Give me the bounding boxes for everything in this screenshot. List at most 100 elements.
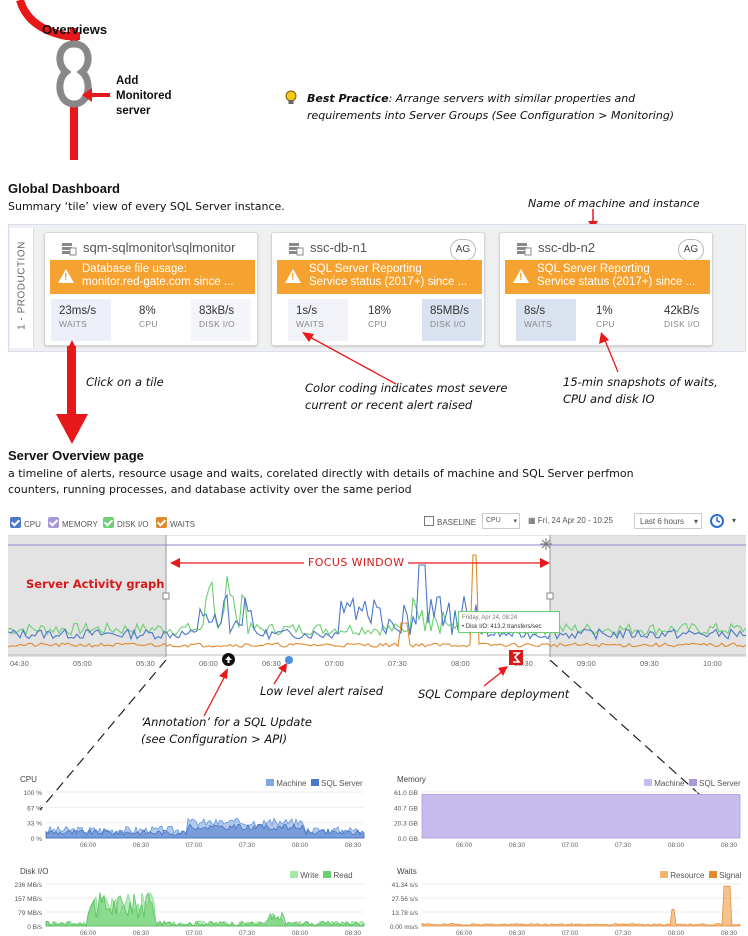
dropdown-icon[interactable]: ▾ xyxy=(732,516,737,525)
y-tick-label: 0 B/s xyxy=(27,924,43,931)
annotation-color-1: Color coding indicates most severe xyxy=(305,381,508,395)
legend-swatch xyxy=(688,779,697,786)
metric-label: CPU xyxy=(596,319,615,329)
series-area xyxy=(421,793,741,839)
best-practice-text-2: requirements into Server Groups (See Con… xyxy=(307,109,675,122)
annotation-note: ‘Annotation’ for a SQL Update (see Confi… xyxy=(141,714,312,748)
x-tick-label: 07:30 xyxy=(615,930,632,936)
global-dashboard-subtitle: Summary ‘tile’ view of every SQL Server … xyxy=(8,200,285,213)
legend-swatch xyxy=(708,871,717,878)
sql-compare-marker[interactable] xyxy=(509,650,523,665)
annotation-name: Name of machine and instance xyxy=(528,197,700,210)
metric-waits: 1s/s WAITS xyxy=(288,299,348,341)
toggle-cpu[interactable]: CPU xyxy=(10,517,41,529)
x-tick-label: 06:30 xyxy=(509,930,526,936)
legend-swatch xyxy=(323,871,332,878)
x-tick-label: 07:30 xyxy=(239,930,256,936)
server-activity-graph[interactable] xyxy=(8,535,746,657)
memory-chart[interactable]: 61.0 GB 40.7 GB 20.3 GB 0.0 GB 06:00 06:30 07:… xyxy=(376,788,746,850)
memory-chart-title: Memory xyxy=(397,775,426,784)
x-tick-label: 08:00 xyxy=(668,930,685,936)
annotation-marker[interactable] xyxy=(222,653,235,666)
tile-alert-line-2: Service status (2017+) since ... xyxy=(537,276,696,288)
sql-compare-icon xyxy=(513,652,521,663)
history-icon[interactable] xyxy=(708,513,726,529)
metric-label: WAITS xyxy=(59,319,88,329)
overview-toolbar: CPU MEMORY DISK I/O WAITS BASELINE CPU ▾ … xyxy=(8,512,748,534)
y-tick-label: 100 % xyxy=(24,790,43,797)
baseline-select[interactable]: CPU ▾ xyxy=(482,513,520,529)
zoom-handle-icon[interactable] xyxy=(540,538,552,550)
checkbox-icon xyxy=(103,517,114,528)
x-tick-label: 08:30 xyxy=(345,930,362,936)
legend-swatch xyxy=(644,779,652,786)
range-select[interactable]: Last 6 hours ▾ xyxy=(634,513,702,529)
x-tick-label: 06:30 xyxy=(262,659,281,668)
metric-label: CPU xyxy=(368,319,387,329)
server-tile-2[interactable]: ssc-db-n1 AG SQL Server Reporting Servic… xyxy=(271,232,485,346)
metric-waits: 23ms/s WAITS xyxy=(51,299,111,341)
annotation-snapshots: 15-min snapshots of waits, CPU and disk … xyxy=(563,374,718,408)
add-label-3: server xyxy=(116,105,151,117)
metric-label: CPU xyxy=(139,319,158,329)
waits-chart[interactable]: 41.34 s/s 27.56 s/s 13.78 s/s 0.00 ms/s 06:0… xyxy=(376,880,746,936)
dropdown-icon: ▾ xyxy=(513,518,517,525)
legend-label: SQL Server xyxy=(699,779,741,788)
warning-icon xyxy=(58,269,74,284)
warning-icon xyxy=(285,269,301,284)
tile-name: ssc-db-n1 xyxy=(310,240,368,255)
add-monitored-label: Add Monitored server xyxy=(116,74,172,119)
x-tick-label: 07:00 xyxy=(186,930,203,936)
toggle-memory[interactable]: MEMORY xyxy=(48,517,98,529)
server-tile-1[interactable]: sqm-sqlmonitor\sqlmonitor Database file … xyxy=(44,232,258,346)
baseline-select-value: CPU xyxy=(486,517,501,524)
metric-value: 18% xyxy=(368,305,392,317)
y-tick-label: 40.7 GB xyxy=(394,805,418,812)
toggle-disk[interactable]: DISK I/O xyxy=(103,517,149,529)
ag-badge: AG xyxy=(678,239,704,261)
x-tick-label: 06:00 xyxy=(80,842,97,849)
baseline-label: BASELINE xyxy=(437,518,477,527)
y-tick-label: 13.78 s/s xyxy=(392,910,419,917)
tile-alert-line-1: SQL Server Reporting xyxy=(309,263,422,275)
legend-label: Resource xyxy=(670,871,705,880)
low-alert-marker[interactable] xyxy=(285,656,293,664)
x-tick-label: 08:30 xyxy=(721,842,738,849)
disk-chart[interactable]: 236 MB/s 157 MB/s 79 MB/s 0 B/s 06:00 06:30 07… xyxy=(0,880,370,936)
checkbox-icon xyxy=(156,517,167,528)
x-tick-label: 06:00 xyxy=(80,930,97,936)
baseline-toggle[interactable]: BASELINE xyxy=(424,516,476,527)
graph-tooltip: Friday, Apr 24, 08:24 • Disk I/O: 413.2 … xyxy=(458,611,560,633)
cpu-chart[interactable]: 100 % 67 % 33 % 0 % 06:00 06:30 07:00 07:30 08:0… xyxy=(0,788,370,850)
metric-label: WAITS xyxy=(296,319,325,329)
date-picker[interactable]: ▦ Fri, 24 Apr 20 - 10:25 xyxy=(528,516,613,525)
y-tick-label: 0 % xyxy=(31,836,42,843)
range-value: Last 6 hours xyxy=(640,517,685,526)
compare-note: SQL Compare deployment xyxy=(418,687,570,701)
annotation-note-2: (see Configuration > API) xyxy=(141,732,288,746)
database-icon xyxy=(289,243,304,256)
disk-chart-title: Disk I/O xyxy=(20,867,49,876)
up-arrow-icon xyxy=(225,656,232,663)
toggle-waits-label: WAITS xyxy=(170,520,196,529)
lightbulb-icon xyxy=(285,90,297,104)
server-tile-3[interactable]: ssc-db-n2 AG SQL Server Reporting Servic… xyxy=(499,232,713,346)
metric-cpu: 1% CPU xyxy=(588,299,648,341)
flow-diagram xyxy=(16,0,110,160)
x-tick-label: 07:30 xyxy=(388,659,407,668)
activity-series-line xyxy=(8,576,746,637)
toggle-disk-label: DISK I/O xyxy=(117,520,149,529)
x-tick-label: 06:00 xyxy=(199,659,218,668)
legend-swatch xyxy=(660,871,668,878)
server-overview-desc: a timeline of alerts, resource usage and… xyxy=(8,466,748,498)
x-tick-label: 07:00 xyxy=(186,842,203,849)
cpu-chart-title: CPU xyxy=(20,775,37,784)
x-tick-label: 07:00 xyxy=(562,842,579,849)
toggle-waits[interactable]: WAITS xyxy=(156,517,195,529)
dropdown-icon: ▾ xyxy=(693,517,698,526)
group-label-box xyxy=(10,228,34,348)
x-tick-label: 08:00 xyxy=(668,842,685,849)
legend-label: Machine xyxy=(654,779,685,788)
activity-graph-label: Server Activity graph xyxy=(26,577,165,591)
checkbox-icon xyxy=(48,517,59,528)
